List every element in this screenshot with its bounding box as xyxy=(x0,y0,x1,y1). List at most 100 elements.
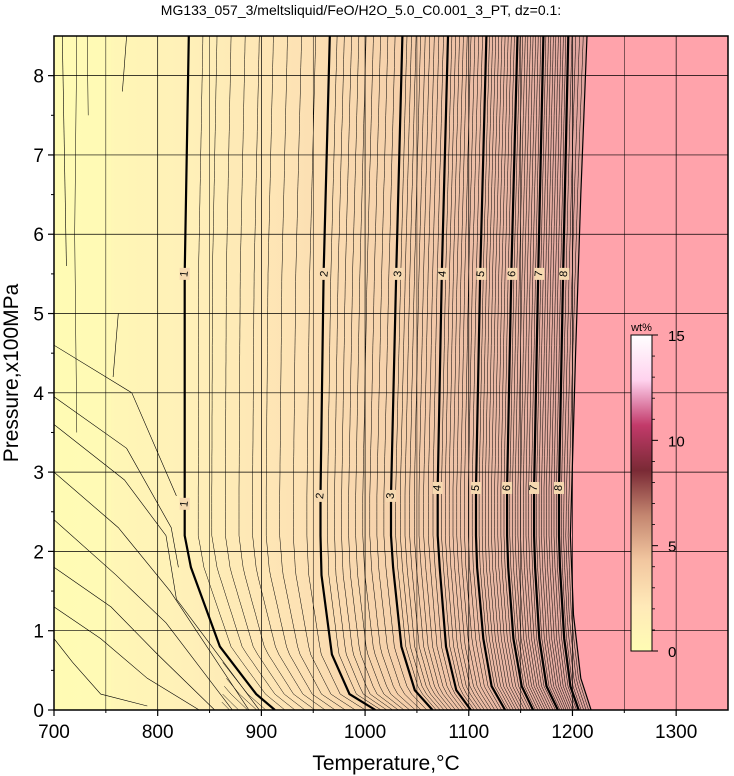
minor-contour xyxy=(221,701,230,710)
minor-contour xyxy=(536,36,561,710)
contour-label: 8 xyxy=(558,270,571,277)
contour-label-bg xyxy=(393,267,404,280)
minor-contour xyxy=(553,36,575,710)
minor-contour xyxy=(211,36,296,710)
liquidus-boundary xyxy=(569,36,592,710)
minor-contour xyxy=(528,36,554,710)
y-tick-label: 0 xyxy=(33,701,44,722)
minor-contour xyxy=(62,36,67,267)
minor-contour xyxy=(226,678,257,710)
minor-contour xyxy=(428,36,464,710)
contour-label: 2 xyxy=(318,270,331,277)
contour-label-bg xyxy=(386,489,396,502)
x-tick-label: 1100 xyxy=(448,722,489,743)
minor-contour xyxy=(293,36,356,710)
minor-contour xyxy=(222,693,239,710)
minor-contour xyxy=(500,36,528,710)
y-tick-label: 8 xyxy=(33,67,44,88)
minor-contour xyxy=(334,36,388,710)
minor-contour xyxy=(445,36,478,710)
minor-contour xyxy=(348,36,399,710)
contour-label-bg xyxy=(502,481,513,494)
minor-contour xyxy=(404,36,445,710)
minor-contour xyxy=(517,36,544,710)
contour-label: 6 xyxy=(506,270,519,277)
minor-contour xyxy=(54,519,233,710)
x-tick-label: 900 xyxy=(246,722,278,743)
minor-contour xyxy=(556,36,577,710)
y-tick-label: 2 xyxy=(33,542,44,563)
minor-contour xyxy=(225,36,306,710)
colorbar-tick-label: 10 xyxy=(668,433,685,450)
grid-lines xyxy=(53,36,728,711)
minor-contour xyxy=(112,313,119,378)
contour-label-bg xyxy=(529,481,540,494)
major-contour-2 xyxy=(319,36,376,710)
minor-contour xyxy=(531,36,556,710)
minor-contour xyxy=(460,36,492,710)
contour-label-bg xyxy=(179,267,190,280)
contour-label: 8 xyxy=(553,484,566,491)
minor-contour xyxy=(432,36,468,710)
minor-contour xyxy=(400,36,441,710)
minor-contour xyxy=(523,36,549,710)
minor-contour xyxy=(525,36,551,710)
minor-contour xyxy=(54,606,200,710)
y-tick-label: 6 xyxy=(33,225,44,246)
minor-contour xyxy=(448,36,482,710)
minor-contour xyxy=(376,36,422,710)
minor-contour xyxy=(538,36,563,710)
contour-label: 7 xyxy=(533,270,546,277)
minor-contour xyxy=(54,638,148,707)
minor-contour xyxy=(503,36,531,710)
contour-label-bg xyxy=(559,267,570,280)
x-tick-label: 1000 xyxy=(344,722,386,743)
minor-contour xyxy=(497,36,525,710)
x-tick-label: 800 xyxy=(142,722,174,743)
plot-frame xyxy=(53,35,729,711)
colorbar-tick-label: 5 xyxy=(668,539,676,556)
minor-contour xyxy=(481,36,511,710)
minor-contour xyxy=(452,36,485,710)
contour-label: 5 xyxy=(470,484,483,491)
contour-label: 3 xyxy=(392,270,405,277)
minor-contour xyxy=(54,396,179,568)
minor-contour xyxy=(478,36,509,710)
y-tick-label: 1 xyxy=(33,622,44,643)
contour-label-bg xyxy=(437,267,448,280)
minor-contour xyxy=(541,36,565,710)
minor-contour xyxy=(512,36,539,710)
contour-label: 3 xyxy=(385,492,398,499)
x-tick-label: 1300 xyxy=(655,722,697,743)
minor-contour xyxy=(355,36,405,710)
minor-contour xyxy=(238,36,316,710)
colorbar-tick-label: 15 xyxy=(668,328,685,345)
minor-contour xyxy=(514,36,541,710)
y-tick-label: 3 xyxy=(33,463,44,484)
y-axis-label: Pressure,x100MPa xyxy=(0,283,23,462)
minor-contour xyxy=(252,36,326,710)
contour-label-bg xyxy=(179,497,190,510)
contour-label: 7 xyxy=(528,484,541,491)
colorbar: 0 5 10 15 wt% xyxy=(630,322,685,661)
minor-contour xyxy=(224,686,248,710)
contour-label-bg xyxy=(319,267,330,280)
minor-contour xyxy=(565,36,587,710)
minor-contour xyxy=(488,36,517,710)
minor-contour xyxy=(197,36,286,710)
contour-label-bg xyxy=(471,481,482,494)
colorbar-gradient xyxy=(630,334,653,652)
minor-contour xyxy=(468,36,499,710)
minor-contour xyxy=(369,36,416,710)
minor-contour xyxy=(520,36,546,710)
contour-label-bg xyxy=(476,267,487,280)
minor-contour xyxy=(548,36,571,710)
y-tick-label: 7 xyxy=(33,146,44,167)
minor-contour xyxy=(485,36,514,710)
contour-label-bg xyxy=(432,481,443,494)
minor-contour xyxy=(122,36,127,92)
contour-label: 4 xyxy=(436,270,449,277)
contour-label-bg xyxy=(315,489,326,502)
y-tick-label: 4 xyxy=(33,384,44,405)
